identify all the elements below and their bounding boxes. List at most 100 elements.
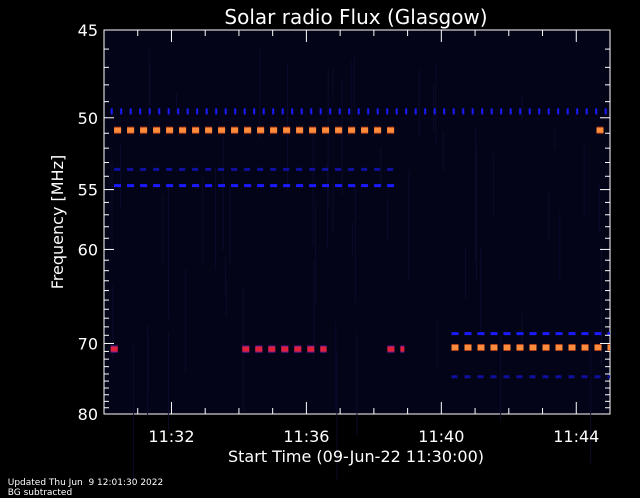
band-dash <box>594 345 602 350</box>
noise-streak <box>601 245 602 366</box>
band-tick <box>148 108 151 115</box>
band-dash <box>542 332 550 336</box>
band-tick <box>234 108 237 115</box>
noise-streak <box>492 153 494 216</box>
spectrogram-chart: Solar radio Flux (Glasgow) 45 50 55 60 70 80 1… <box>48 5 611 480</box>
noise-streak <box>500 336 502 422</box>
band-50.8 <box>114 126 395 134</box>
band-dash <box>555 345 563 350</box>
noise-streak <box>326 162 328 247</box>
band-dash <box>231 127 239 133</box>
noise-streak <box>225 280 227 317</box>
band-tick <box>319 108 322 115</box>
band-tick <box>414 108 417 115</box>
noise-streak <box>341 80 343 196</box>
band-70.5 <box>451 344 610 351</box>
noise-streak <box>590 340 592 464</box>
noise-streak <box>408 170 410 282</box>
band-dash <box>127 184 135 188</box>
band-dash <box>477 345 485 350</box>
band-tick <box>215 108 218 115</box>
band-dash <box>374 127 382 133</box>
band-dash <box>555 375 562 379</box>
band-54.7 <box>114 184 395 188</box>
x-tick-label: 11:40 <box>418 427 464 446</box>
band-dash <box>192 184 200 188</box>
band-tick <box>376 108 379 115</box>
band-dash <box>140 127 148 133</box>
y-axis-label: Frequency [MHz] <box>48 155 67 289</box>
band-dash <box>596 127 604 133</box>
band-dash <box>296 184 304 188</box>
band-53.5 <box>114 167 394 171</box>
band-tick <box>120 108 123 115</box>
band-dash <box>257 184 265 188</box>
noise-streak <box>327 69 329 208</box>
band-dash <box>322 184 330 188</box>
band-dash <box>218 184 226 188</box>
noise-streak <box>433 84 435 131</box>
band-tick <box>481 108 484 115</box>
band-dash <box>281 346 289 352</box>
noise-streak <box>111 156 113 247</box>
band-dash <box>309 167 316 171</box>
band-dash <box>166 184 174 188</box>
band-dash <box>568 375 575 379</box>
noise-streak <box>442 131 444 172</box>
band-dash <box>348 184 356 188</box>
band-tick <box>547 108 550 115</box>
band-dash <box>179 167 186 171</box>
band-dash <box>490 345 498 350</box>
band-dash <box>127 127 135 133</box>
band-dash <box>205 184 213 188</box>
band-dash <box>400 346 405 352</box>
band-dash <box>153 184 161 188</box>
band-dash <box>374 167 381 171</box>
noise-streak <box>313 260 315 359</box>
noise-streak <box>475 126 477 262</box>
band-dash <box>257 167 264 171</box>
noise-streak <box>559 211 561 282</box>
y-tick-label: 80 <box>78 405 98 424</box>
band-dash <box>218 167 225 171</box>
noise-streak <box>149 62 151 105</box>
band-tick <box>272 108 275 115</box>
band-dash <box>529 345 537 350</box>
band-tick <box>158 108 161 115</box>
noise-streak <box>476 149 477 281</box>
band-tick <box>300 108 303 115</box>
noise-streak <box>184 269 186 373</box>
band-dash <box>114 167 121 171</box>
noise-streak <box>465 247 466 300</box>
band-tick <box>253 108 256 115</box>
noise-streak <box>332 69 334 95</box>
band-dash <box>529 375 536 379</box>
band-tick <box>519 108 522 115</box>
noise-streak <box>598 184 600 233</box>
band-tick <box>129 108 132 115</box>
band-dash <box>110 346 118 352</box>
band-dash <box>166 167 173 171</box>
band-dash <box>464 345 472 350</box>
band-dash <box>244 167 251 171</box>
noise-streak <box>352 221 354 256</box>
band-dash <box>283 167 290 171</box>
band-dash <box>503 345 511 350</box>
band-dash <box>322 167 329 171</box>
band-dash <box>231 184 239 188</box>
band-tick <box>281 108 284 115</box>
y-tick-label: 45 <box>78 21 98 40</box>
band-dash <box>490 375 497 379</box>
noise-streak <box>202 175 204 262</box>
noise-streak <box>354 56 355 111</box>
band-dash <box>529 332 537 336</box>
band-dash <box>361 167 368 171</box>
band-dash <box>255 346 263 352</box>
band-dash <box>335 184 343 188</box>
band-tick <box>566 108 569 115</box>
y-tick-label: 60 <box>78 240 98 259</box>
band-tick <box>186 108 189 115</box>
y-tick-label: 70 <box>78 334 98 353</box>
band-tick <box>424 108 427 115</box>
noise-streak <box>112 285 114 360</box>
